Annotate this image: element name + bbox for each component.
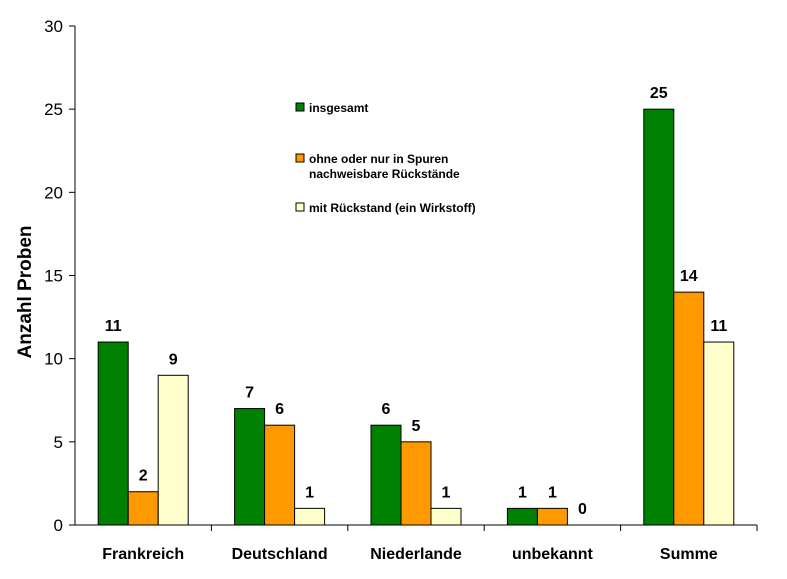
legend-label: mit Rückstand (ein Wirkstoff) xyxy=(309,201,476,215)
data-label: 1 xyxy=(442,484,451,501)
category-label: Frankreich xyxy=(102,546,184,563)
bar xyxy=(294,507,326,526)
legend-label: ohne oder nur in Spuren xyxy=(309,152,448,166)
legend-swatch xyxy=(295,153,305,163)
y-axis-ticks: 0 5 10 15 20 25 30 xyxy=(44,17,75,535)
data-label: 11 xyxy=(105,318,122,335)
data-label: 0 xyxy=(578,501,587,518)
data-label: 11 xyxy=(710,318,727,335)
category-label: unbekannt xyxy=(512,546,594,563)
category-label: Summe xyxy=(660,546,718,563)
data-label: 5 xyxy=(412,418,421,435)
bar xyxy=(370,424,402,526)
data-label: 14 xyxy=(680,268,698,285)
legend-swatch xyxy=(295,102,305,112)
bar xyxy=(400,441,432,526)
bar xyxy=(506,507,538,526)
y-tick-label: 30 xyxy=(44,17,63,36)
bar xyxy=(97,341,129,526)
y-tick-label: 0 xyxy=(54,516,63,535)
data-label: 1 xyxy=(518,484,527,501)
data-label: 2 xyxy=(139,468,148,485)
y-tick-label: 20 xyxy=(44,183,63,202)
data-label: 1 xyxy=(305,484,314,501)
legend: insgesamt ohne oder nur in Spurennachweis… xyxy=(295,101,476,215)
data-label: 1 xyxy=(548,484,557,501)
legend-label: nachweisbare Rückstände xyxy=(309,167,460,181)
bar xyxy=(703,341,735,526)
legend-label: insgesamt xyxy=(309,101,368,115)
y-tick-label: 15 xyxy=(44,267,63,286)
data-label: 7 xyxy=(245,385,254,402)
bar xyxy=(643,108,675,526)
bar xyxy=(234,408,266,526)
bar xyxy=(127,491,159,526)
bar xyxy=(430,507,462,526)
y-tick-label: 25 xyxy=(44,100,63,119)
legend-swatch xyxy=(295,202,305,212)
bar xyxy=(536,507,568,526)
bar xyxy=(157,374,189,526)
data-label: 6 xyxy=(275,401,284,418)
category-label: Niederlande xyxy=(370,546,462,563)
category-labels: Frankreich Deutschland Niederlande unbekann… xyxy=(102,525,758,563)
y-tick-label: 10 xyxy=(44,350,63,369)
bar xyxy=(264,424,296,526)
y-tick-label: 5 xyxy=(54,433,63,452)
data-label: 6 xyxy=(382,401,391,418)
category-label: Deutschland xyxy=(232,546,328,563)
y-axis-title: Anzahl Proben xyxy=(15,225,36,358)
data-label: 25 xyxy=(650,85,668,102)
data-label: 9 xyxy=(169,351,178,368)
bars xyxy=(97,108,735,526)
bar xyxy=(673,291,705,526)
